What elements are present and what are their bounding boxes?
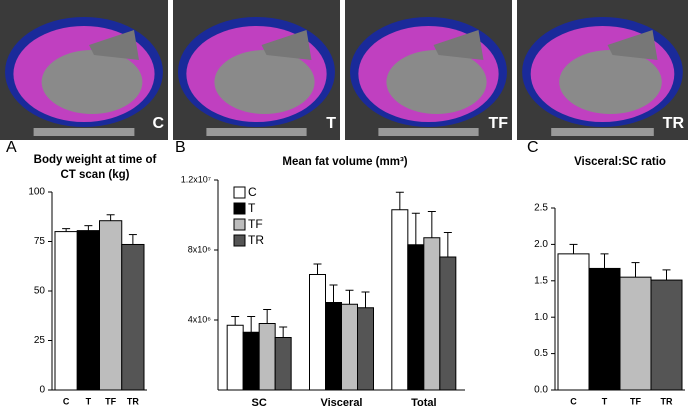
legend-label: TR bbox=[248, 233, 264, 247]
bar bbox=[258, 323, 276, 391]
x-tick-label: TR bbox=[127, 396, 139, 406]
bar bbox=[423, 237, 441, 391]
y-tick-label: 0.5 bbox=[534, 348, 548, 359]
bar bbox=[619, 276, 652, 391]
bar bbox=[325, 302, 342, 391]
chart-title: Mean fat volume (mm³) bbox=[282, 156, 408, 168]
legend-label: TF bbox=[248, 217, 263, 231]
organ bbox=[261, 30, 312, 60]
legend-label: C bbox=[248, 185, 257, 199]
legend-label: T bbox=[248, 201, 256, 215]
organ-area bbox=[386, 50, 487, 114]
x-tick-label: SC bbox=[252, 397, 267, 407]
y-tick-label: 2.0 bbox=[534, 239, 548, 250]
image-label: TF bbox=[488, 115, 508, 132]
bar bbox=[557, 253, 590, 391]
table bbox=[378, 128, 479, 136]
y-tick-label: 0.0 bbox=[534, 385, 548, 396]
y-tick-label: 1.0 bbox=[534, 312, 548, 323]
x-tick-label: TR bbox=[661, 396, 673, 406]
y-tick-label: 1.5 bbox=[534, 275, 548, 286]
table bbox=[551, 128, 654, 136]
x-tick-label: C bbox=[63, 396, 70, 406]
table bbox=[33, 128, 135, 136]
x-tick-label: TF bbox=[630, 396, 641, 406]
x-tick-label: Visceral bbox=[320, 397, 362, 407]
x-tick-label: TF bbox=[105, 396, 116, 406]
bar bbox=[439, 256, 457, 391]
legend-swatch bbox=[233, 234, 246, 247]
y-tick-label: 100 bbox=[28, 187, 45, 198]
bar bbox=[407, 244, 425, 391]
bar bbox=[99, 220, 123, 391]
organ bbox=[607, 30, 658, 60]
bar bbox=[121, 243, 145, 391]
organ-area bbox=[41, 50, 143, 114]
bar bbox=[341, 303, 358, 391]
panel-label: A bbox=[6, 139, 17, 156]
bar bbox=[357, 307, 374, 391]
y-tick-label: 0 bbox=[39, 385, 45, 396]
organ-area bbox=[214, 50, 315, 114]
legend-swatch bbox=[233, 202, 246, 215]
bar bbox=[650, 279, 683, 391]
organ-area bbox=[559, 50, 662, 114]
y-tick-label: 2.5 bbox=[534, 203, 548, 214]
y-tick-label: 25 bbox=[34, 335, 46, 346]
bar bbox=[54, 231, 78, 391]
bar bbox=[391, 209, 409, 391]
legend-swatch bbox=[233, 186, 246, 199]
legend-swatch bbox=[233, 218, 246, 231]
y-tick-label: 4x10⁶ bbox=[188, 314, 212, 324]
image-label: T bbox=[326, 115, 336, 132]
organ bbox=[433, 30, 484, 60]
x-tick-label: C bbox=[570, 396, 577, 406]
x-tick-label: T bbox=[86, 396, 92, 406]
bar bbox=[309, 274, 326, 391]
bar bbox=[242, 331, 260, 391]
table bbox=[206, 128, 307, 136]
y-tick-label: 75 bbox=[34, 236, 46, 247]
organ bbox=[89, 30, 139, 60]
x-tick-label: T bbox=[602, 396, 608, 406]
x-tick-label: Total bbox=[411, 397, 436, 407]
chart-title: Body weight at time of CT scan (kg) bbox=[33, 154, 157, 181]
bar bbox=[76, 230, 100, 391]
panel-label: B bbox=[175, 139, 186, 156]
image-label: TR bbox=[663, 115, 685, 132]
y-tick-label: 1.2x10⁷ bbox=[181, 174, 211, 184]
y-tick-label: 8x10⁶ bbox=[188, 244, 212, 254]
bar bbox=[226, 324, 244, 391]
y-tick-label: 50 bbox=[34, 286, 46, 297]
bar bbox=[274, 337, 292, 391]
image-label: C bbox=[152, 115, 164, 132]
bar bbox=[588, 267, 621, 391]
panel-label: C bbox=[527, 139, 539, 156]
chart-title: Visceral:SC ratio bbox=[574, 156, 666, 168]
